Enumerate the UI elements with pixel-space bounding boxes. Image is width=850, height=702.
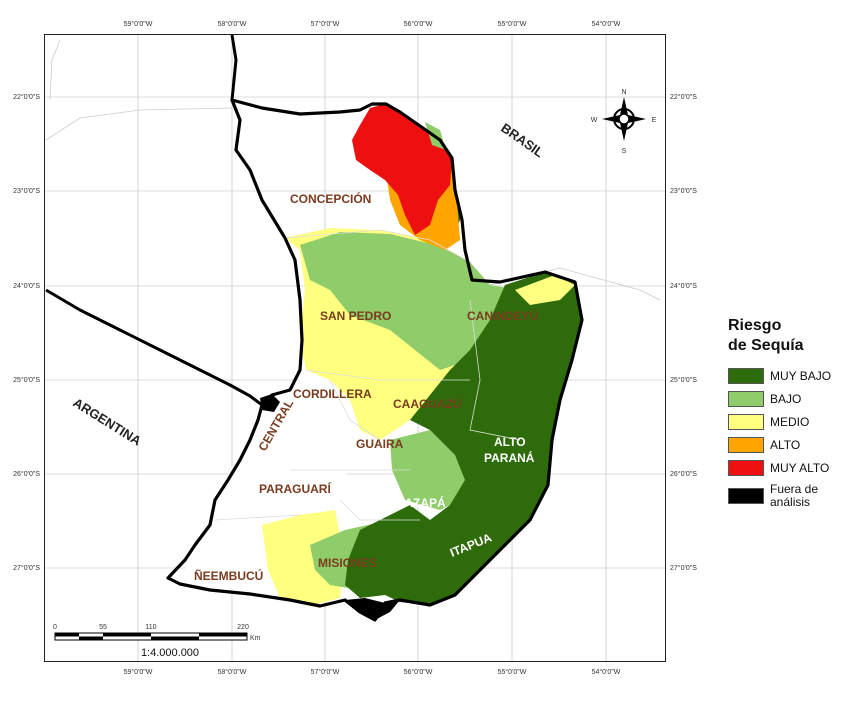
argentina-border <box>45 288 263 407</box>
legend-label: MEDIO <box>770 414 810 429</box>
legend-label: Fuera de análisis <box>770 483 818 509</box>
compass-w: W <box>591 117 598 124</box>
scale-label: 55 <box>99 624 107 631</box>
legend-swatch <box>728 436 764 453</box>
compass-rose-icon: N S W E <box>591 89 657 155</box>
legend-item-medio: MEDIO <box>728 410 846 433</box>
area-muy-bajo <box>345 272 582 605</box>
legend-item-bajo: BAJO <box>728 387 846 410</box>
label-san-pedro: SAN PEDRO <box>320 309 391 323</box>
label-brasil: BRASIL <box>498 120 546 160</box>
label-guaira: GUAIRA <box>356 437 404 451</box>
lat-tick-right: 25°0'0"S <box>670 376 697 384</box>
lat-tick-left: 22°0'0"S <box>13 93 40 101</box>
risk-areas <box>170 104 582 620</box>
lat-tick-left: 27°0'0"S <box>13 564 40 572</box>
legend-item-alto: ALTO <box>728 433 846 456</box>
lon-tick-bottom: 58°0'0"W <box>218 668 247 676</box>
legend-label: MUY ALTO <box>770 460 830 475</box>
scale-label: 0 <box>53 624 57 631</box>
lon-tick-top: 54°0'0"W <box>592 20 621 28</box>
lat-tick-left: 23°0'0"S <box>13 187 40 195</box>
lat-tick-left: 25°0'0"S <box>13 376 40 384</box>
legend-label-line-1: Fuera de <box>770 482 819 496</box>
label-misiones: MISIONES <box>318 556 377 570</box>
label-alto-parana: ALTO <box>494 435 526 449</box>
label-caaguazu: CAAGUAZÚ <box>393 396 462 411</box>
lat-tick-right: 22°0'0"S <box>670 93 697 101</box>
legend-item-muy-bajo: MUY BAJO <box>728 364 846 387</box>
legend-swatch <box>728 488 764 504</box>
label-caazapa: CAAZAPÁ <box>387 495 446 510</box>
lon-tick-top: 57°0'0"W <box>311 20 340 28</box>
scale-unit: Km <box>250 635 261 642</box>
legend-swatch <box>728 459 764 476</box>
lat-tick-right: 26°0'0"S <box>670 470 697 478</box>
compass-s: S <box>622 148 627 155</box>
legend-label: ALTO <box>770 437 801 452</box>
scale-bar: 0 55 110 220 Km 1:4.000.000 <box>53 624 261 659</box>
area-muy-alto <box>352 104 452 235</box>
scale-label: 220 <box>237 624 249 631</box>
area-bajo <box>300 232 520 370</box>
lat-tick-left: 24°0'0"S <box>13 282 40 290</box>
lat-tick-right: 23°0'0"S <box>670 187 697 195</box>
legend-item-muy-alto: MUY ALTO <box>728 456 846 479</box>
area-fuera-analisis-asuncion <box>260 394 280 412</box>
department-borders <box>214 229 521 521</box>
label-concepcion: CONCEPCIÓN <box>290 191 371 206</box>
legend-swatch <box>728 367 764 384</box>
lon-tick-bottom: 54°0'0"W <box>592 668 621 676</box>
label-neembucu: ÑEEMBUCÚ <box>194 568 263 583</box>
lon-tick-bottom: 59°0'0"W <box>124 668 153 676</box>
lon-tick-bottom: 57°0'0"W <box>311 668 340 676</box>
area-medio-south <box>262 510 345 606</box>
label-cordillera: CORDILLERA <box>293 387 372 401</box>
legend-title: Riesgo de Sequía <box>728 316 808 356</box>
lon-tick-top: 56°0'0"W <box>404 20 433 28</box>
label-argentina: ARGENTINA <box>70 395 144 449</box>
lon-tick-top: 59°0'0"W <box>124 20 153 28</box>
label-alto-parana-2: PARANÁ <box>484 450 535 465</box>
scale-label: 110 <box>145 624 156 631</box>
lon-tick-bottom: 56°0'0"W <box>404 668 433 676</box>
legend-title-line-1: Riesgo <box>728 317 782 334</box>
legend-item-fuera-analisis: Fuera de análisis <box>728 479 846 513</box>
scale-ratio: 1:4.000.000 <box>141 647 199 659</box>
lon-tick-top: 55°0'0"W <box>498 20 527 28</box>
country-border <box>166 98 584 622</box>
legend-swatch <box>728 390 764 407</box>
label-canindeyu: CANINDEYÚ <box>467 308 538 323</box>
area-medio-east <box>515 275 575 305</box>
lon-tick-bottom: 55°0'0"W <box>498 668 527 676</box>
compass-e: E <box>652 117 657 124</box>
legend: Riesgo de Sequía MUY BAJO BAJO MEDIO ALT… <box>728 316 846 513</box>
lat-tick-left: 26°0'0"S <box>13 470 40 478</box>
lat-tick-right: 24°0'0"S <box>670 282 697 290</box>
north-border <box>230 34 238 101</box>
legend-title-line-2: de Sequía <box>728 337 804 354</box>
legend-label: MUY BAJO <box>770 368 832 383</box>
lon-tick-top: 58°0'0"W <box>218 20 247 28</box>
legend-label: BAJO <box>770 391 802 406</box>
legend-label-line-2: análisis <box>770 495 811 509</box>
label-paraguari: PARAGUARÍ <box>259 481 331 496</box>
lat-tick-right: 27°0'0"S <box>670 564 697 572</box>
compass-n: N <box>621 89 626 96</box>
legend-swatch <box>728 413 764 430</box>
